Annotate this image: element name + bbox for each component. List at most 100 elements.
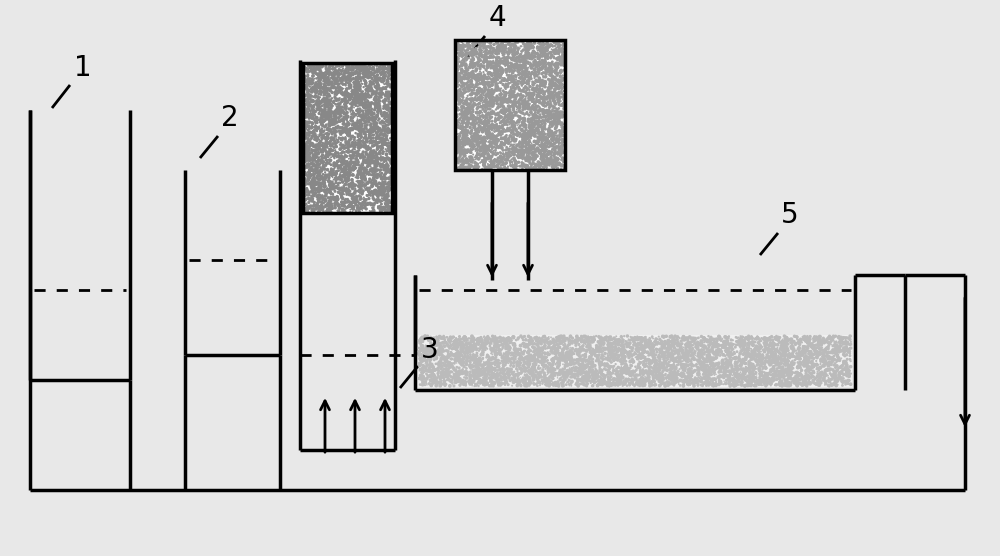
Point [547,107,563,116]
Point [520,137,536,146]
Point [485,363,501,372]
Point [600,342,616,351]
Point [508,108,524,117]
Point [324,73,340,82]
Point [475,123,491,132]
Point [568,374,584,383]
Point [805,334,821,343]
Point [693,375,709,384]
Point [651,354,667,363]
Point [319,76,335,85]
Point [302,168,318,177]
Point [495,344,511,353]
Point [574,351,590,360]
Point [497,154,513,163]
Point [344,120,360,128]
Point [477,107,493,116]
Point [825,355,841,364]
Point [628,363,644,371]
Point [624,378,640,386]
Point [482,105,498,113]
Point [464,139,480,148]
Point [337,127,353,136]
Point [379,201,395,210]
Point [305,76,321,85]
Point [567,369,583,378]
Point [454,91,470,100]
Point [473,70,489,79]
Point [839,350,855,359]
Point [536,153,552,162]
Point [615,336,631,345]
Point [652,345,668,354]
Point [625,376,641,385]
Point [374,64,390,73]
Point [314,72,330,81]
Point [365,113,381,122]
Point [324,141,340,150]
Point [832,341,848,350]
Point [360,115,376,123]
Point [480,110,496,118]
Point [801,341,817,350]
Point [718,371,734,380]
Point [581,354,597,363]
Point [575,354,591,363]
Point [346,182,362,191]
Point [493,337,509,346]
Point [466,140,482,149]
Point [669,346,685,355]
Point [351,126,367,135]
Point [332,130,348,139]
Point [457,100,473,108]
Point [433,354,449,363]
Point [493,373,509,382]
Point [491,122,507,131]
Point [460,376,476,385]
Point [375,62,391,71]
Point [833,355,849,364]
Point [544,41,560,50]
Point [746,349,762,358]
Point [455,45,471,54]
Point [464,76,480,85]
Point [511,349,527,358]
Point [367,100,383,108]
Point [626,375,642,384]
Point [377,174,393,183]
Point [507,108,523,117]
Point [678,377,694,386]
Point [482,98,498,107]
Point [489,37,505,46]
Point [477,78,493,87]
Point [476,62,492,71]
Point [502,110,518,119]
Point [322,133,338,142]
Point [667,357,683,366]
Point [674,339,690,348]
Point [316,107,332,116]
Point [506,43,522,52]
Point [763,347,779,356]
Point [554,76,570,85]
Point [549,126,565,135]
Point [476,101,492,110]
Point [332,111,348,120]
Point [520,352,536,361]
Point [472,94,488,103]
Point [319,114,335,123]
Point [733,335,749,344]
Point [574,365,590,374]
Point [779,350,795,359]
Point [484,125,500,133]
Point [703,368,719,376]
Point [492,71,508,80]
Point [754,370,770,379]
Point [580,370,596,379]
Point [506,129,522,138]
Point [772,373,788,381]
Point [778,379,794,388]
Point [421,334,437,342]
Point [340,148,356,157]
Point [354,110,370,119]
